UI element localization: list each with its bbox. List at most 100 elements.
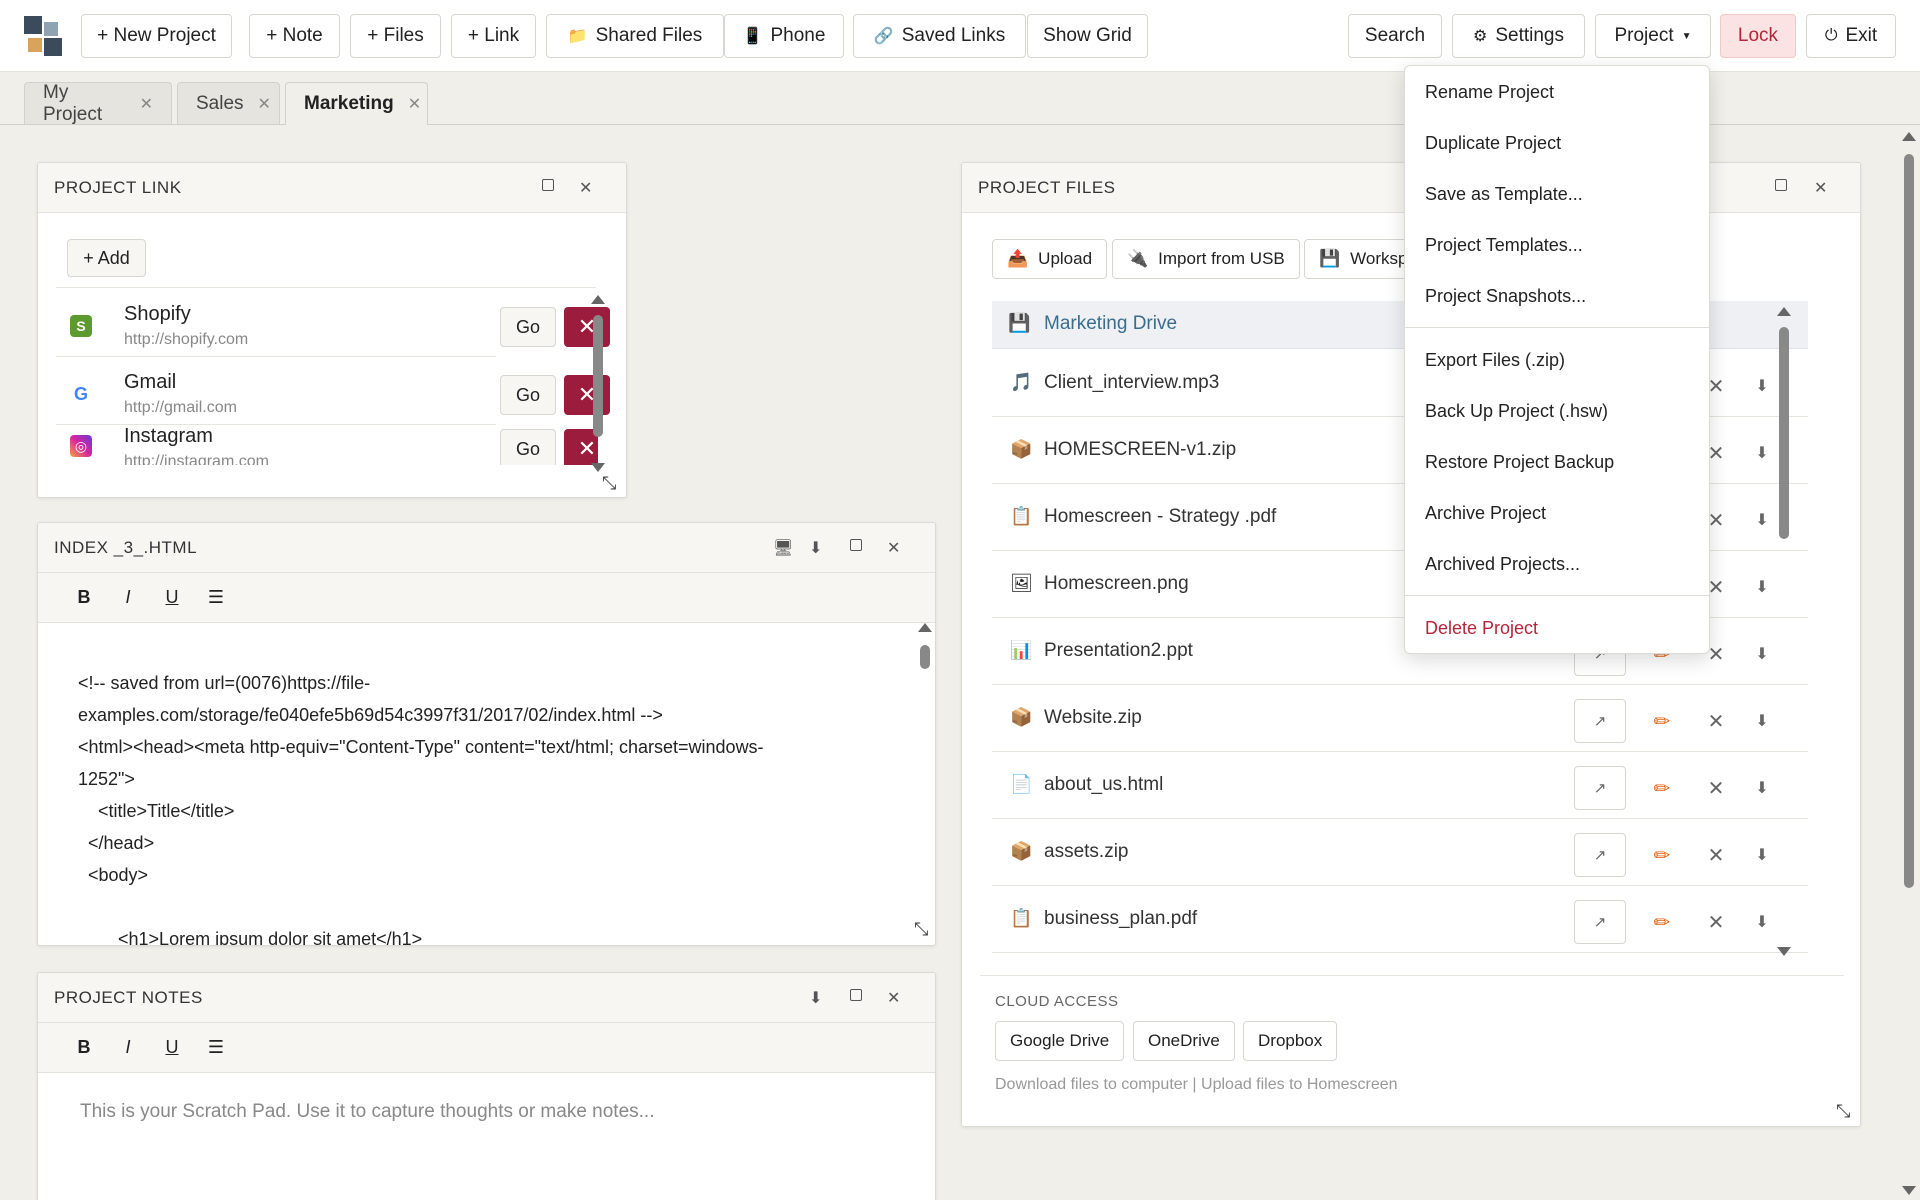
project-menu-button[interactable]: Project ▼ [1595, 14, 1711, 58]
resize-handle-icon[interactable]: ⤡ [602, 473, 617, 493]
close-icon[interactable]: ✕ [1707, 844, 1725, 867]
download-icon[interactable]: ⬇ [809, 540, 823, 557]
onedrive-button[interactable]: OneDrive [1133, 1021, 1235, 1061]
underline-button[interactable]: U [165, 587, 179, 607]
close-icon[interactable]: ✕ [1707, 710, 1725, 733]
page-scrollbar-thumb[interactable] [1904, 154, 1914, 888]
link-row-shopify[interactable]: S Shopify http://shopify.com Go ✕ [56, 289, 610, 357]
maximize-icon[interactable] [1775, 178, 1787, 196]
add-files-button[interactable]: + Files [350, 14, 441, 58]
go-button[interactable]: Go [500, 375, 556, 415]
download-icon[interactable]: ⬇ [1755, 512, 1769, 529]
search-button[interactable]: Search [1348, 14, 1442, 58]
pencil-icon[interactable]: ✏ [1653, 911, 1671, 934]
menu-back-up-project[interactable]: Back Up Project (.hsw) [1425, 401, 1609, 421]
go-button[interactable]: Go [500, 307, 556, 347]
resize-handle-icon[interactable]: ⤡ [914, 919, 929, 939]
download-icon[interactable]: ⬇ [1755, 378, 1769, 395]
close-icon[interactable]: ✕ [579, 180, 593, 197]
close-icon[interactable]: ✕ [139, 95, 153, 113]
tab-marketing[interactable]: Marketing ✕ [285, 82, 428, 125]
download-icon[interactable]: ⬇ [1755, 579, 1769, 596]
close-icon[interactable]: ✕ [887, 990, 901, 1007]
delete-link-button[interactable]: ✕ [564, 307, 610, 347]
monitor-icon[interactable]: 🖥 [773, 540, 794, 557]
workspace-button[interactable]: 💾 Worksp [1304, 239, 1414, 279]
underline-button[interactable]: U [165, 1037, 179, 1057]
phone-button[interactable]: 📱 Phone [724, 14, 844, 58]
download-icon[interactable]: ⬇ [1755, 780, 1769, 797]
add-link-button[interactable]: + Link [451, 14, 536, 58]
open-external-icon[interactable]: ↗ [1574, 900, 1626, 944]
notes-textarea[interactable]: This is your Scratch Pad. Use it to capt… [80, 1101, 655, 1122]
upload-button[interactable]: 📤 Upload [992, 239, 1108, 279]
italic-button[interactable]: I [125, 587, 131, 607]
exit-button[interactable]: ⏻ Exit [1806, 14, 1896, 58]
download-icon[interactable]: ⬇ [1755, 445, 1769, 462]
italic-button[interactable]: I [125, 1037, 131, 1057]
menu-restore-backup[interactable]: Restore Project Backup [1425, 452, 1615, 472]
download-icon[interactable]: ⬇ [1755, 646, 1769, 663]
file-row[interactable]: 📦 Website.zip ↗ ✏ ✕ ⬇ [992, 685, 1808, 752]
google-drive-button[interactable]: Google Drive [995, 1021, 1125, 1061]
menu-archive-project[interactable]: Archive Project [1425, 503, 1547, 523]
close-icon[interactable]: ✕ [887, 540, 901, 557]
close-icon[interactable]: ✕ [1707, 442, 1725, 465]
close-icon[interactable]: ✕ [1814, 180, 1828, 197]
menu-archived-projects[interactable]: Archived Projects... [1425, 554, 1581, 574]
scroll-up-arrow[interactable] [1777, 307, 1791, 316]
page-scroll-up-arrow[interactable] [1902, 132, 1916, 141]
maximize-icon[interactable] [850, 988, 862, 1006]
scroll-down-arrow[interactable] [591, 463, 605, 472]
scroll-down-arrow[interactable] [1777, 947, 1791, 956]
link-row-gmail[interactable]: G Gmail http://gmail.com Go ✕ [56, 357, 610, 425]
download-icon[interactable]: ⬇ [809, 990, 823, 1007]
tab-sales[interactable]: Sales ✕ [177, 82, 280, 124]
scrollbar-thumb[interactable] [593, 315, 603, 437]
list-button[interactable]: ☰ [207, 1037, 225, 1057]
new-project-button[interactable]: + New Project [81, 14, 232, 58]
pencil-icon[interactable]: ✏ [1653, 710, 1671, 733]
menu-project-templates[interactable]: Project Templates... [1425, 235, 1583, 255]
settings-button[interactable]: ⚙ Settings [1452, 14, 1585, 58]
file-row[interactable]: 📦 assets.zip ↗ ✏ ✕ ⬇ [992, 819, 1808, 886]
file-row[interactable]: 📄 about_us.html ↗ ✏ ✕ ⬇ [992, 752, 1808, 819]
tab-my-project[interactable]: My Project ✕ [24, 82, 172, 125]
menu-duplicate-project[interactable]: Duplicate Project [1425, 133, 1562, 153]
delete-link-button[interactable]: ✕ [564, 375, 610, 415]
maximize-icon[interactable] [850, 538, 862, 556]
add-link-item-button[interactable]: + Add [67, 239, 146, 277]
scrollbar-thumb[interactable] [1779, 327, 1789, 539]
open-external-icon[interactable]: ↗ [1574, 833, 1626, 877]
pencil-icon[interactable]: ✏ [1653, 777, 1671, 800]
file-row[interactable]: 📋 business_plan.pdf ↗ ✏ ✕ ⬇ [992, 886, 1808, 953]
close-icon[interactable]: ✕ [1707, 777, 1725, 800]
close-icon[interactable]: ✕ [1707, 509, 1725, 532]
close-icon[interactable]: ✕ [1707, 911, 1725, 934]
bold-button[interactable]: B [77, 587, 91, 607]
go-button[interactable]: Go [500, 429, 556, 465]
menu-delete-project[interactable]: Delete Project [1425, 618, 1539, 638]
show-grid-button[interactable]: Show Grid [1027, 14, 1148, 58]
import-usb-button[interactable]: 🔌 Import from USB [1112, 239, 1300, 279]
download-icon[interactable]: ⬇ [1755, 914, 1769, 931]
download-icon[interactable]: ⬇ [1755, 713, 1769, 730]
page-scroll-down-arrow[interactable] [1902, 1186, 1916, 1195]
pencil-icon[interactable]: ✏ [1653, 844, 1671, 867]
menu-project-snapshots[interactable]: Project Snapshots... [1425, 286, 1587, 306]
menu-rename-project[interactable]: Rename Project [1425, 82, 1555, 102]
close-icon[interactable]: ✕ [1707, 643, 1725, 666]
close-icon[interactable]: ✕ [407, 96, 422, 113]
close-icon[interactable]: ✕ [1707, 375, 1725, 398]
shared-files-button[interactable]: 📁 Shared Files [546, 14, 724, 58]
add-note-button[interactable]: + Note [249, 14, 340, 58]
saved-links-button[interactable]: 🔗 Saved Links [853, 14, 1026, 58]
close-icon[interactable]: ✕ [257, 95, 271, 113]
maximize-icon[interactable] [542, 178, 554, 196]
link-row-instagram[interactable]: ◎ Instagram http://instagram.com Go ✕ [56, 425, 598, 465]
bold-button[interactable]: B [77, 1037, 91, 1057]
menu-save-as-template[interactable]: Save as Template... [1425, 184, 1583, 204]
close-icon[interactable]: ✕ [1707, 576, 1725, 599]
download-icon[interactable]: ⬇ [1755, 847, 1769, 864]
open-external-icon[interactable]: ↗ [1574, 699, 1626, 743]
